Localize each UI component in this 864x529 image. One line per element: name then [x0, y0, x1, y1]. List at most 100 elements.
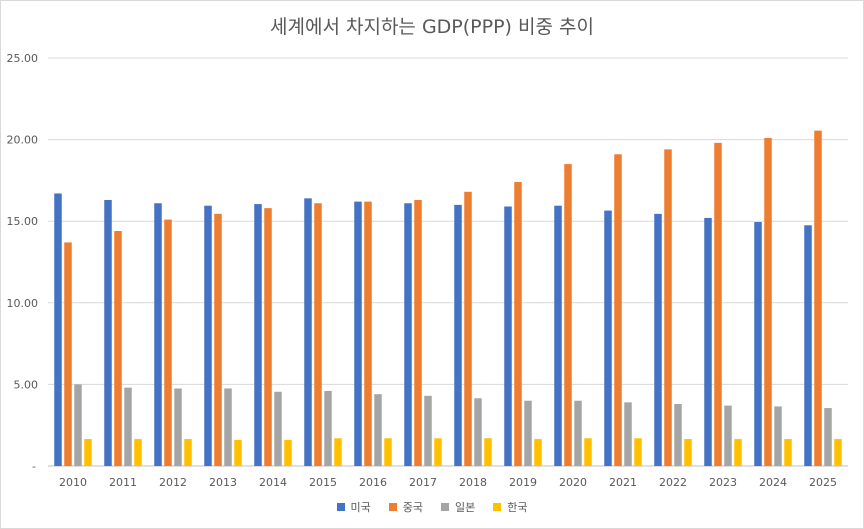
bar-중국-2013: [214, 213, 222, 466]
y-tick-label: 10.00: [7, 297, 39, 310]
bar-미국-2015: [304, 198, 312, 466]
bar-일본-2021: [624, 402, 632, 466]
legend-item: 일본: [441, 499, 475, 515]
bar-일본-2018: [474, 398, 482, 466]
legend-label: 미국: [350, 501, 371, 514]
bar-일본-2020: [574, 400, 582, 466]
bar-미국-2013: [204, 205, 212, 466]
bar-일본-2010: [74, 384, 82, 466]
bar-일본-2022: [674, 403, 682, 466]
legend-label: 중국: [402, 501, 423, 514]
bar-한국-2010: [84, 439, 92, 466]
bar-미국-2018: [454, 204, 462, 466]
y-tick-label: 15.00: [7, 215, 39, 228]
bar-한국-2014: [284, 439, 292, 466]
bar-중국-2010: [64, 242, 72, 466]
bar-미국-2017: [404, 203, 412, 466]
bar-한국-2025: [834, 439, 842, 466]
bar-중국-2023: [714, 142, 722, 467]
bar-일본-2017: [424, 395, 432, 466]
bar-일본-2015: [324, 390, 332, 466]
bar-한국-2020: [584, 438, 592, 466]
y-tick-label: 5.00: [14, 378, 39, 391]
legend-label: 일본: [455, 501, 476, 514]
x-tick-label: 2014: [259, 476, 287, 489]
x-tick-label: 2021: [609, 476, 637, 489]
bar-한국-2011: [134, 439, 142, 466]
bar-한국-2018: [484, 438, 492, 466]
bar-중국-2021: [614, 154, 622, 467]
bar-미국-2020: [554, 205, 562, 466]
bar-일본-2023: [724, 405, 732, 466]
bar-일본-2011: [124, 387, 132, 466]
bar-미국-2011: [104, 199, 112, 467]
legend-swatch: [336, 503, 345, 511]
bar-중국-2019: [514, 182, 522, 466]
bar-중국-2015: [314, 203, 322, 466]
y-tick-label: 25.00: [7, 52, 39, 65]
x-tick-label: 2011: [109, 476, 137, 489]
bar-일본-2024: [774, 406, 782, 466]
bar-중국-2022: [664, 149, 672, 466]
x-tick-label: 2023: [709, 476, 737, 489]
bar-미국-2025: [804, 225, 812, 466]
bar-한국-2021: [634, 438, 642, 466]
legend-swatch: [493, 503, 502, 511]
bar-미국-2019: [504, 206, 512, 466]
bar-중국-2016: [364, 201, 372, 466]
bar-한국-2016: [384, 438, 392, 466]
bar-한국-2019: [534, 439, 542, 466]
chart-title: 세계에서 차지하는 GDP(PPP) 비중 추이: [270, 16, 594, 38]
x-tick-label: 2022: [659, 476, 687, 489]
x-tick-label: 2018: [459, 476, 487, 489]
x-tick-label: 2025: [809, 476, 837, 489]
x-axis: 2010 2011 2012 2013 2014 2015 2016 2017 2018 2019…: [59, 476, 837, 489]
y-axis: - 5.00 10.00 15.00 20.00 25.00: [7, 52, 39, 473]
bar-일본-2019: [524, 400, 532, 466]
bar-한국-2024: [784, 439, 792, 466]
legend-item: 미국: [336, 499, 371, 515]
bar-중국-2018: [464, 191, 472, 466]
bar-중국-2020: [564, 164, 572, 466]
x-tick-label: 2024: [759, 476, 787, 489]
legend-swatch: [441, 503, 449, 511]
x-tick-label: 2020: [559, 476, 587, 489]
bar-한국-2012: [184, 439, 192, 466]
bar-일본-2016: [374, 394, 382, 466]
legend-swatch: [388, 503, 397, 511]
bar-한국-2017: [434, 438, 442, 466]
x-tick-label: 2015: [309, 476, 337, 489]
bar-중국-2017: [414, 199, 422, 467]
bar-중국-2025: [814, 130, 822, 466]
bar-중국-2024: [764, 137, 772, 466]
bar-중국-2011: [114, 230, 122, 466]
bar-중국-2014: [264, 208, 272, 466]
bar-미국-2012: [154, 203, 162, 466]
bar-중국-2012: [164, 219, 172, 466]
bar-일본-2013: [224, 388, 232, 466]
x-tick-label: 2019: [509, 476, 537, 489]
legend-item: 중국: [388, 499, 423, 515]
y-tick-label: 20.00: [7, 134, 39, 147]
bar-한국-2023: [734, 439, 742, 466]
x-tick-label: 2012: [159, 476, 187, 489]
bar-미국-2016: [354, 201, 362, 466]
y-tick-label: -: [32, 460, 36, 473]
legend: 미국 중국 일본 한국: [0, 499, 864, 515]
bar-미국-2024: [754, 222, 762, 466]
bar-미국-2021: [604, 210, 612, 466]
x-tick-label: 2013: [209, 476, 237, 489]
bar-한국-2013: [234, 439, 242, 466]
bars: [54, 130, 842, 467]
x-tick-label: 2017: [409, 476, 437, 489]
bar-미국-2023: [704, 217, 712, 466]
x-tick-label: 2010: [59, 476, 87, 489]
bar-미국-2010: [54, 193, 62, 466]
bar-한국-2022: [684, 439, 692, 466]
bar-미국-2022: [654, 213, 662, 466]
x-tick-label: 2016: [359, 476, 387, 489]
bar-일본-2025: [824, 408, 832, 466]
legend-label: 한국: [507, 501, 528, 514]
bar-한국-2015: [334, 438, 342, 466]
